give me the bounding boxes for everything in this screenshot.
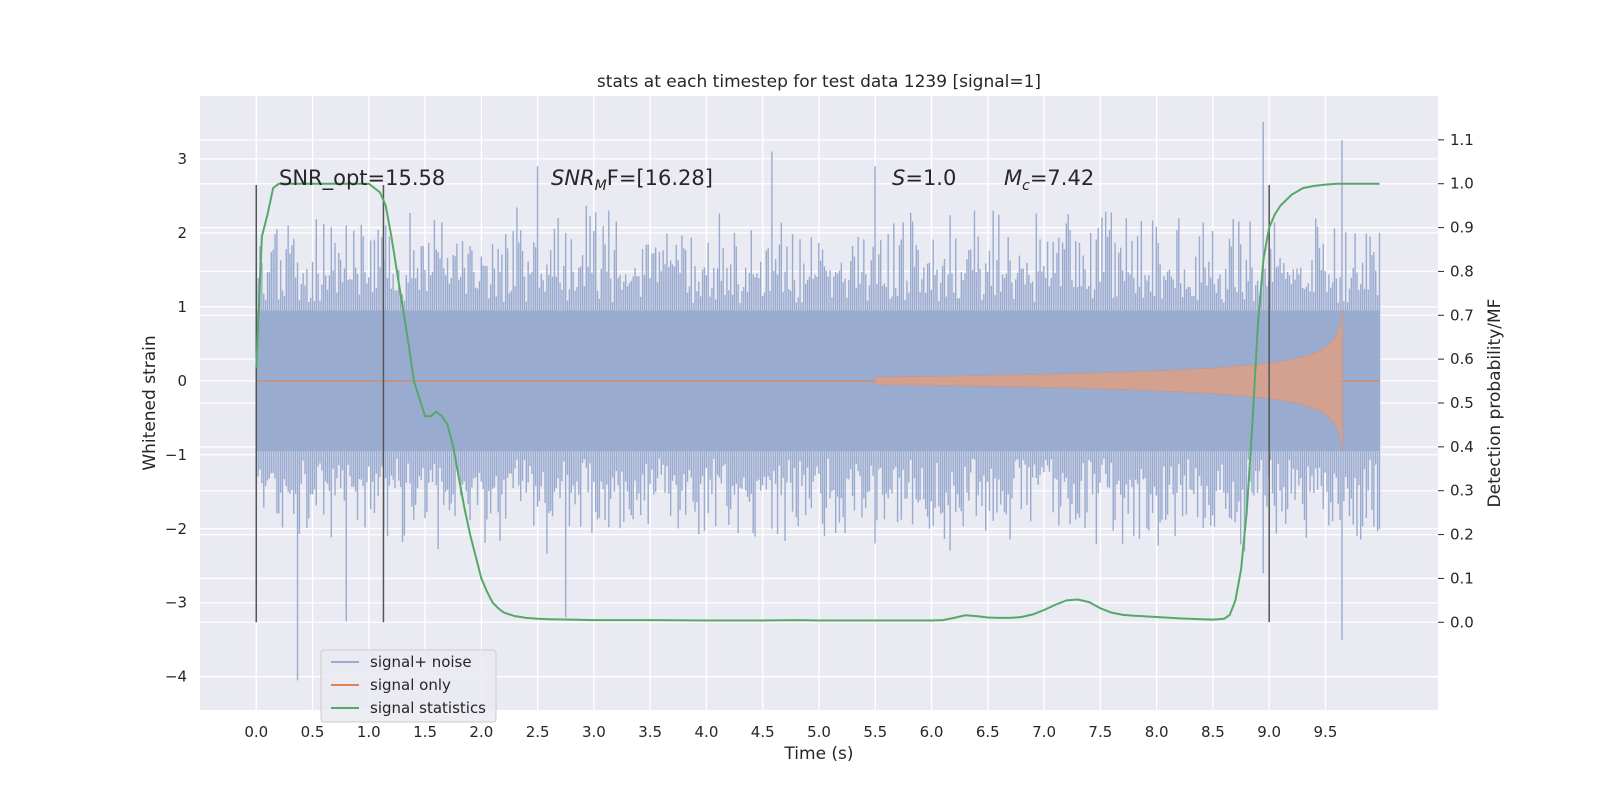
- y-tick-label: −1: [165, 446, 187, 464]
- x-tick-label: 9.5: [1314, 723, 1338, 741]
- x-tick-label: 2.5: [526, 723, 550, 741]
- x-tick-label: 0.0: [244, 723, 268, 741]
- annotation-s-var: S: [892, 166, 905, 190]
- x-tick-label: 1.0: [357, 723, 381, 741]
- y2-tick-label: 0.0: [1450, 613, 1474, 631]
- x-tick-label: 3.5: [638, 723, 662, 741]
- x-tick-label: 2.0: [469, 723, 493, 741]
- legend: signal+ noise signal only signal statist…: [320, 649, 497, 723]
- y2-tick-label: 0.9: [1450, 219, 1474, 237]
- x-tick-label: 4.5: [751, 723, 775, 741]
- annotations: SNR_opt=15.58 SNRMF=[16.28] S=1.0 Mc=7.4…: [279, 166, 1094, 194]
- y-tick-label: −4: [165, 668, 187, 686]
- y2-tick-label: 0.7: [1450, 306, 1474, 324]
- vertical-markers: [255, 185, 1270, 623]
- legend-label-signal-only: signal only: [370, 676, 451, 694]
- y2-tick-label: 1.0: [1450, 175, 1474, 193]
- stats-line: [255, 182, 1380, 622]
- x-tick-label: 7.0: [1032, 723, 1056, 741]
- annotation-s-val: =1.0: [905, 166, 956, 190]
- legend-label-signal-statistics: signal statistics: [370, 699, 486, 717]
- annotation-mc-val: =7.42: [1030, 166, 1094, 190]
- x-tick-label: 4.0: [695, 723, 719, 741]
- y2-tick-labels: 1.1 1.0 0.9 0.8 0.7 0.6 0.5 0.4 0.3 0.2 0.1 0.0: [1438, 131, 1474, 631]
- x-tick-label: 7.5: [1088, 723, 1112, 741]
- y2-axis-label: Detection probability/MF: [1485, 299, 1505, 508]
- chart-title: stats at each timestep for test data 123…: [597, 72, 1041, 92]
- y2-tick-label: 0.2: [1450, 526, 1474, 544]
- annotation-snr-mf-sub: M: [595, 178, 607, 194]
- x-tick-label: 6.5: [976, 723, 1000, 741]
- x-tick-label: 6.0: [920, 723, 944, 741]
- y2-tick-label: 0.5: [1450, 394, 1474, 412]
- annotation-snr-mf: SNRMF=[16.28]: [551, 166, 713, 194]
- y-tick-label: 0: [177, 372, 187, 390]
- x-axis-label: Time (s): [783, 744, 853, 764]
- series-signal-only: [256, 308, 1380, 453]
- y-tick-label: 3: [177, 150, 187, 168]
- signal-chirp-envelope: [874, 308, 1343, 453]
- x-tick-label: 5.0: [807, 723, 831, 741]
- legend-box: [320, 649, 497, 723]
- x-tick-label: 8.0: [1145, 723, 1169, 741]
- y2-tick-label: 0.6: [1450, 350, 1474, 368]
- y-tick-label: 2: [177, 224, 187, 242]
- y-tick-label: 1: [177, 298, 187, 316]
- x-tick-label: 8.5: [1201, 723, 1225, 741]
- annotation-mc-var: M: [1004, 166, 1022, 190]
- x-tick-label: 3.0: [582, 723, 606, 741]
- y2-tick-label: 0.3: [1450, 482, 1474, 500]
- y-axis-label: Whitened strain: [140, 335, 160, 470]
- x-tick-label: 5.5: [863, 723, 887, 741]
- annotation-snr-opt: SNR_opt=15.58: [279, 166, 445, 191]
- annotation-snr-mf-base: SNR: [551, 166, 595, 190]
- legend-label-signal-noise: signal+ noise: [370, 653, 472, 671]
- y-tick-label: −3: [165, 594, 187, 612]
- y2-tick-label: 0.8: [1450, 262, 1474, 280]
- y-tick-labels: 3 2 1 0 −1 −2 −3 −4: [165, 150, 187, 686]
- annotation-mc: Mc=7.42: [1004, 166, 1094, 194]
- x-tick-label: 9.0: [1257, 723, 1281, 741]
- x-tick-label: 0.5: [301, 723, 325, 741]
- annotation-s: S=1.0: [892, 166, 956, 190]
- y2-tick-label: 0.4: [1450, 438, 1474, 456]
- x-tick-labels: 0.0 0.5 1.0 1.5 2.0 2.5 3.0 3.5 4.0 4.5 5.0 5.5 6.0 6…: [244, 723, 1337, 741]
- y2-tick-label: 0.1: [1450, 569, 1474, 587]
- y2-tick-label: 1.1: [1450, 131, 1474, 149]
- series-signal-statistics: [255, 182, 1380, 622]
- y-tick-label: −2: [165, 520, 187, 538]
- x-tick-label: 1.5: [413, 723, 437, 741]
- annotation-snr-mf-rest: F=[16.28]: [607, 166, 713, 190]
- annotation-mc-sub: c: [1022, 178, 1030, 194]
